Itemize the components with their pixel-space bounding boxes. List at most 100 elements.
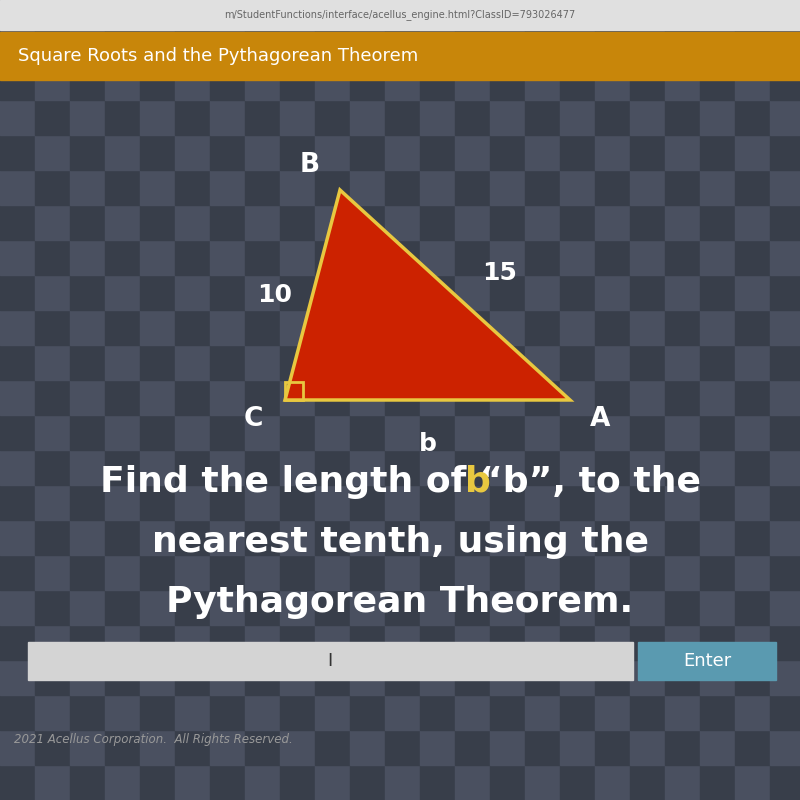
Text: Find the length of “b”, to the: Find the length of “b”, to the [99,465,701,499]
Bar [420,310,455,345]
Bar [630,205,665,240]
Bar [280,730,315,765]
Bar [105,660,140,695]
Bar [560,730,595,765]
Bar [490,170,525,205]
Bar [665,205,700,240]
Bar [245,555,280,590]
Bar [630,310,665,345]
Bar [315,380,350,415]
Bar [455,590,490,625]
Bar [595,485,630,520]
Bar [455,65,490,100]
Bar [350,555,385,590]
Bar [105,625,140,660]
Bar [70,695,105,730]
Bar [315,625,350,660]
Bar [210,205,245,240]
Bar [595,415,630,450]
Bar [0,625,35,660]
Bar [455,485,490,520]
Bar [70,135,105,170]
Bar [700,695,735,730]
Bar [700,275,735,310]
Bar [350,65,385,100]
Bar [700,730,735,765]
Bar [280,205,315,240]
Bar [315,310,350,345]
Bar [175,380,210,415]
Bar [455,660,490,695]
Bar [175,205,210,240]
Bar [385,520,420,555]
Bar [595,310,630,345]
Bar [0,30,35,65]
Bar [280,695,315,730]
Bar [175,765,210,800]
Bar [700,520,735,555]
Bar [770,205,800,240]
Bar [210,485,245,520]
Bar [770,625,800,660]
Bar [665,730,700,765]
Bar [490,590,525,625]
Bar [700,590,735,625]
Bar [665,415,700,450]
Bar [140,345,175,380]
Bar [0,32,800,80]
Bar [490,65,525,100]
Bar [525,275,560,310]
Bar [525,135,560,170]
Bar [175,0,210,30]
Bar [315,765,350,800]
Bar [175,100,210,135]
Bar [770,730,800,765]
Bar [35,0,70,30]
Bar [420,765,455,800]
Bar [315,205,350,240]
Bar [0,345,35,380]
Bar [700,0,735,30]
Bar [455,625,490,660]
Bar [175,730,210,765]
Bar [490,310,525,345]
Bar [455,100,490,135]
Bar [280,555,315,590]
Bar [455,380,490,415]
Bar [595,380,630,415]
Bar [35,450,70,485]
Bar [245,30,280,65]
Bar [770,240,800,275]
Bar [140,240,175,275]
Bar [140,0,175,30]
Bar [70,765,105,800]
Bar [770,485,800,520]
Bar [665,65,700,100]
Bar [455,695,490,730]
Bar [700,240,735,275]
Bar [560,625,595,660]
Bar [210,0,245,30]
Bar [210,100,245,135]
Bar [245,520,280,555]
Bar [420,695,455,730]
Bar [315,65,350,100]
Bar [350,240,385,275]
Bar [560,555,595,590]
Bar [490,485,525,520]
Text: m/StudentFunctions/interface/acellus_engine.html?ClassID=793026477: m/StudentFunctions/interface/acellus_eng… [224,10,576,21]
Bar [385,65,420,100]
Bar [35,345,70,380]
Bar [70,415,105,450]
Bar [350,310,385,345]
Bar [280,100,315,135]
Bar [490,730,525,765]
Bar [770,450,800,485]
Bar [315,555,350,590]
Bar [70,485,105,520]
Bar [630,695,665,730]
Bar [245,380,280,415]
Bar [35,205,70,240]
Bar [175,170,210,205]
Bar [420,730,455,765]
